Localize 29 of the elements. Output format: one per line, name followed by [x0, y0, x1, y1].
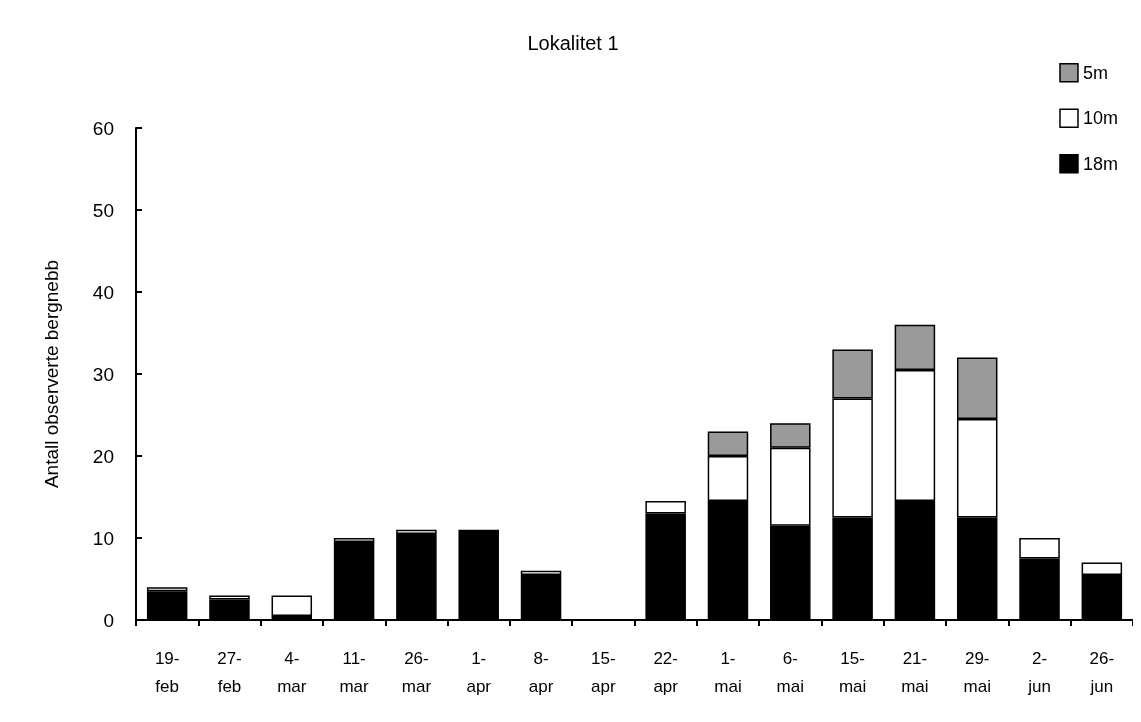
y-tick-label: 60 — [92, 117, 114, 139]
x-tick-label: 15- mai — [838, 648, 867, 696]
y-tick-label: 40 — [92, 281, 114, 303]
x-tick-label: 26- jun — [1089, 648, 1115, 696]
x-tick-label: 26- mar — [401, 648, 432, 696]
x-tick-label: 27- feb — [217, 648, 242, 696]
y-tick-label: 10 — [92, 527, 114, 549]
x-tick-label: 1- mai — [714, 648, 742, 696]
x-tick-label: 15- apr — [591, 648, 616, 696]
y-tick-label: 30 — [92, 363, 114, 385]
x-tick-label: 22- apr — [653, 648, 679, 696]
x-tick-label: 4- mar — [277, 648, 307, 696]
legend-label: 18m — [1082, 153, 1118, 174]
x-tick-label: 19- feb — [154, 648, 180, 696]
bar — [271, 595, 313, 616]
legend-label: 10m — [1082, 108, 1118, 129]
y-tick-label: 50 — [92, 199, 114, 221]
chart-title: Lokalitet 1 — [527, 32, 619, 54]
y-tick-label: 20 — [92, 445, 114, 467]
x-tick-label: 21- mai — [901, 648, 929, 696]
x-tick-label: 2- jun — [1027, 648, 1051, 696]
x-tick-label: 29- mai — [963, 648, 991, 696]
y-axis-title: Antall observerte bergnebb — [41, 259, 62, 489]
x-tick-label: 1- apr — [466, 648, 492, 696]
x-tick-label: 11- mar — [339, 648, 370, 696]
legend-label: 5m — [1082, 62, 1108, 83]
x-tick-label: 8- apr — [528, 648, 554, 696]
x-tick-label: 6- mai — [776, 648, 804, 696]
y-tick-label: 0 — [103, 609, 114, 631]
